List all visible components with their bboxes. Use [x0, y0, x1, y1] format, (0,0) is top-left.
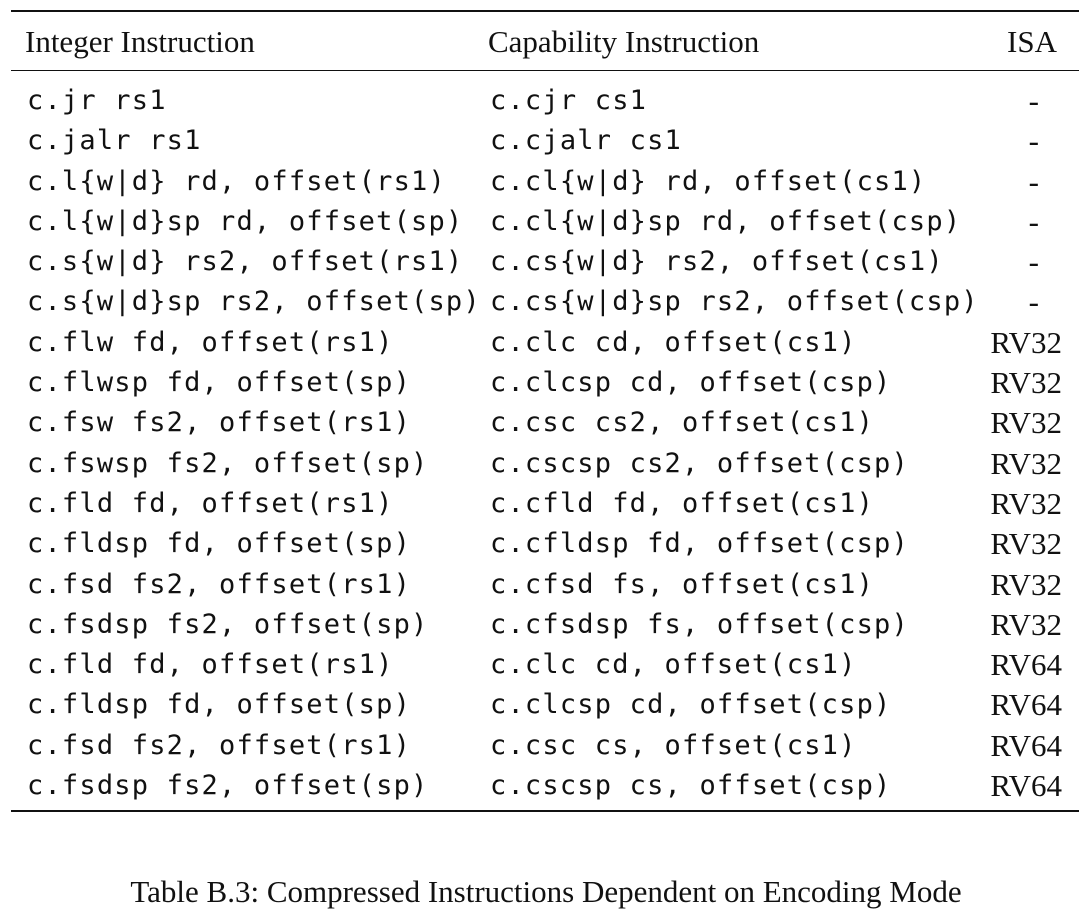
table-header: Integer Instruction Capability Instructi…	[11, 12, 1079, 70]
table-row: c.jr rs1 c.cjr cs1 -	[11, 81, 1079, 121]
bottom-rule	[11, 810, 1079, 813]
table-row: c.fldsp fd, offset(sp) c.clcsp cd, offset…	[11, 685, 1079, 725]
integer-instruction-cell: c.fldsp fd, offset(sp)	[27, 528, 412, 560]
integer-instruction-cell: c.l{w|d}sp rd, offset(sp)	[27, 205, 464, 237]
capability-instruction-cell: c.clc cd, offset(cs1)	[490, 326, 857, 358]
integer-instruction-cell: c.fsd fs2, offset(rs1)	[27, 729, 412, 761]
isa-cell: RV32	[990, 485, 1062, 521]
table-row: c.flwsp fd, offset(sp) c.clcsp cd, offset…	[11, 363, 1079, 403]
table-row: c.fsdsp fs2, offset(sp) c.cfsdsp fs, offs…	[11, 605, 1079, 645]
table-row: c.jalr rs1 c.cjalr cs1 -	[11, 121, 1079, 161]
integer-instruction-cell: c.flwsp fd, offset(sp)	[27, 367, 412, 399]
isa-cell: RV32	[990, 526, 1062, 562]
table-row: c.fsw fs2, offset(rs1) c.csc cs2, offset(…	[11, 403, 1079, 443]
top-rule	[11, 10, 1079, 12]
isa-cell: RV64	[990, 727, 1062, 763]
capability-instruction-cell: c.cscsp cs, offset(csp)	[490, 770, 892, 802]
isa-cell: RV64	[990, 647, 1062, 683]
table-row: c.s{w|d} rs2, offset(rs1) c.cs{w|d} rs2, …	[11, 242, 1079, 282]
table-row: c.l{w|d} rd, offset(rs1) c.cl{w|d} rd, of…	[11, 162, 1079, 202]
capability-instruction-cell: c.csc cs, offset(cs1)	[490, 729, 857, 761]
header-isa: ISA	[1007, 24, 1057, 59]
isa-cell: -	[1028, 83, 1039, 118]
capability-instruction-cell: c.clcsp cd, offset(csp)	[490, 367, 892, 399]
isa-cell: -	[1028, 163, 1039, 199]
integer-instruction-cell: c.s{w|d}sp rs2, offset(sp)	[27, 286, 481, 318]
header-rule	[11, 70, 1079, 71]
isa-cell: RV32	[990, 405, 1062, 441]
integer-instruction-cell: c.fld fd, offset(rs1)	[27, 487, 394, 519]
table-row: c.l{w|d}sp rd, offset(sp) c.cl{w|d}sp rd,…	[11, 202, 1079, 242]
table-row: c.fld fd, offset(rs1) c.cfld fd, offset(c…	[11, 484, 1079, 524]
isa-cell: RV32	[990, 445, 1062, 481]
table-row: c.fld fd, offset(rs1) c.clc cd, offset(cs…	[11, 645, 1079, 685]
integer-instruction-cell: c.l{w|d} rd, offset(rs1)	[27, 165, 446, 197]
isa-cell: -	[1028, 123, 1039, 159]
isa-cell: -	[1028, 244, 1039, 280]
isa-cell: RV64	[990, 687, 1062, 723]
integer-instruction-cell: c.fld fd, offset(rs1)	[27, 649, 394, 681]
table-row: c.s{w|d}sp rs2, offset(sp) c.cs{w|d}sp rs…	[11, 282, 1079, 322]
integer-instruction-cell: c.fsdsp fs2, offset(sp)	[27, 770, 429, 802]
table-row: c.fsd fs2, offset(rs1) c.csc cs, offset(c…	[11, 726, 1079, 766]
table-caption: Table B.3: Compressed Instructions Depen…	[130, 874, 962, 909]
instruction-table: Integer Instruction Capability Instructi…	[11, 10, 1079, 813]
capability-instruction-cell: c.cjr cs1	[490, 85, 648, 116]
table-row: c.fldsp fd, offset(sp) c.cfldsp fd, offse…	[11, 524, 1079, 564]
integer-instruction-cell: c.fswsp fs2, offset(sp)	[27, 447, 429, 479]
integer-instruction-cell: c.fsw fs2, offset(rs1)	[27, 407, 412, 439]
isa-cell: RV64	[990, 768, 1062, 804]
capability-instruction-cell: c.clc cd, offset(cs1)	[490, 649, 857, 681]
integer-instruction-cell: c.jalr rs1	[27, 125, 202, 157]
table-row: c.fswsp fs2, offset(sp) c.cscsp cs2, offs…	[11, 444, 1079, 484]
isa-cell: RV32	[990, 365, 1062, 401]
isa-cell: RV32	[990, 606, 1062, 642]
isa-cell: -	[1028, 284, 1039, 320]
isa-cell: RV32	[990, 566, 1062, 602]
integer-instruction-cell: c.fsd fs2, offset(rs1)	[27, 568, 412, 600]
integer-instruction-cell: c.fsdsp fs2, offset(sp)	[27, 608, 429, 640]
integer-instruction-cell: c.s{w|d} rs2, offset(rs1)	[27, 246, 464, 278]
table-row: c.flw fd, offset(rs1) c.clc cd, offset(cs…	[11, 323, 1079, 363]
capability-instruction-cell: c.cfldsp fd, offset(csp)	[490, 528, 909, 560]
capability-instruction-cell: c.csc cs2, offset(cs1)	[490, 407, 875, 439]
capability-instruction-cell: c.cfsd fs, offset(cs1)	[490, 568, 875, 600]
integer-instruction-cell: c.flw fd, offset(rs1)	[27, 326, 394, 358]
capability-instruction-cell: c.clcsp cd, offset(csp)	[490, 689, 892, 721]
table-row: c.fsd fs2, offset(rs1) c.cfsd fs, offset(…	[11, 565, 1079, 605]
capability-instruction-cell: c.cs{w|d} rs2, offset(cs1)	[490, 246, 944, 278]
header-integer-instruction: Integer Instruction	[25, 24, 255, 59]
capability-instruction-cell: c.cjalr cs1	[490, 125, 683, 157]
capability-instruction-cell: c.cl{w|d} rd, offset(cs1)	[490, 165, 927, 197]
integer-instruction-cell: c.fldsp fd, offset(sp)	[27, 689, 412, 721]
capability-instruction-cell: c.cl{w|d}sp rd, offset(csp)	[490, 205, 962, 237]
table-body: c.jr rs1 c.cjr cs1 - c.jalr rs1 c.cjalr cs1 -…	[11, 71, 1079, 810]
capability-instruction-cell: c.cfld fd, offset(cs1)	[490, 487, 875, 519]
table-row: c.fsdsp fs2, offset(sp) c.cscsp cs, offse…	[11, 766, 1079, 806]
isa-cell: -	[1028, 203, 1039, 239]
integer-instruction-cell: c.jr rs1	[27, 85, 167, 116]
capability-instruction-cell: c.cs{w|d}sp rs2, offset(csp)	[490, 286, 979, 318]
isa-cell: RV32	[990, 324, 1062, 360]
capability-instruction-cell: c.cscsp cs2, offset(csp)	[490, 447, 909, 479]
header-capability-instruction: Capability Instruction	[488, 24, 760, 59]
capability-instruction-cell: c.cfsdsp fs, offset(csp)	[490, 608, 909, 640]
